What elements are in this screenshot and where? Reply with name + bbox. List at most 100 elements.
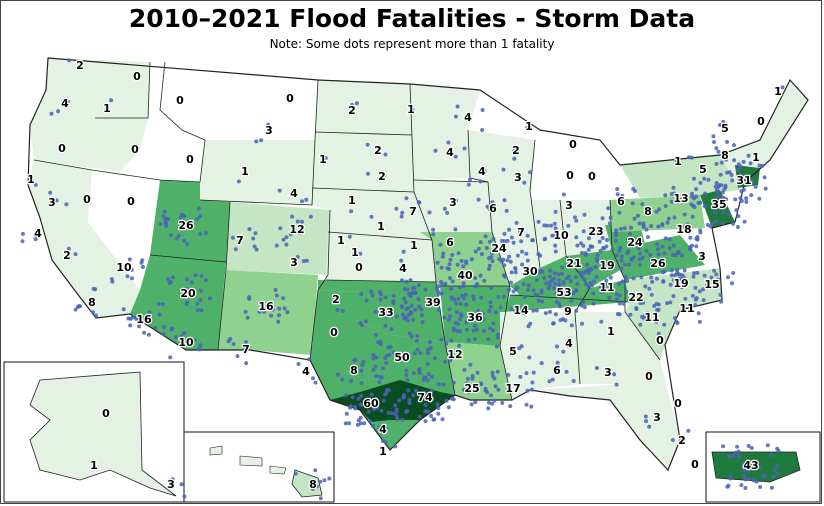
- fatality-dot: [568, 279, 573, 284]
- fatality-dot: [463, 292, 468, 297]
- fatality-dot: [714, 161, 719, 166]
- fatality-dot: [281, 296, 286, 301]
- fatality-dot: [629, 225, 633, 230]
- fatality-count-label: 43: [743, 459, 758, 472]
- fatality-dot: [186, 292, 190, 297]
- fatality-dot: [358, 251, 363, 256]
- fatality-count-label: 0: [569, 138, 577, 151]
- fatality-dot: [182, 494, 187, 499]
- fatality-dot: [322, 478, 327, 483]
- fatality-dot: [438, 242, 443, 247]
- fatality-dot: [444, 341, 449, 346]
- fatality-dot: [382, 173, 387, 178]
- fatality-dot: [185, 287, 189, 292]
- fatality-dot: [591, 291, 596, 296]
- fatality-dot: [738, 173, 743, 178]
- fatality-dot: [402, 286, 407, 291]
- fatality-dot: [129, 267, 134, 272]
- fatality-dot: [674, 319, 679, 324]
- fatality-dot: [476, 197, 481, 202]
- fatality-dot: [67, 58, 71, 63]
- fatality-dot: [507, 287, 511, 292]
- fatality-dot: [448, 257, 453, 262]
- fatality-dot: [486, 400, 491, 405]
- fatality-count-label: 13: [673, 192, 688, 205]
- fatality-count-label: 10: [553, 229, 569, 242]
- fatality-dot: [369, 214, 374, 219]
- fatality-dot: [266, 122, 271, 127]
- fatality-dot: [259, 138, 264, 143]
- fatality-dot: [195, 308, 200, 312]
- fatality-count-label: 74: [417, 391, 433, 404]
- fatality-dot: [495, 332, 500, 337]
- fatality-dot: [372, 407, 376, 412]
- fatality-dot: [422, 391, 427, 396]
- fatality-dot: [742, 219, 747, 224]
- fatality-dot: [763, 186, 768, 191]
- fatality-dot: [230, 235, 235, 240]
- fatality-dot: [462, 146, 467, 151]
- fatality-dot: [409, 311, 413, 316]
- fatality-dot: [472, 337, 477, 341]
- fatality-dot: [521, 282, 526, 287]
- fatality-dot: [314, 484, 319, 489]
- fatality-dot: [582, 305, 587, 310]
- fatality-dot: [480, 108, 485, 112]
- fatality-dot: [638, 322, 643, 327]
- fatality-dot: [673, 316, 677, 320]
- fatality-dot: [718, 123, 722, 127]
- fatality-dot: [474, 327, 479, 332]
- fatality-dot: [724, 157, 729, 162]
- fatality-dot: [736, 449, 741, 454]
- fatality-dot: [411, 317, 416, 322]
- fatality-dot: [273, 288, 278, 292]
- fatality-dot: [731, 271, 736, 275]
- fatality-dot: [407, 398, 412, 402]
- fatality-dot: [400, 264, 405, 269]
- fatality-dot: [244, 361, 249, 366]
- fatality-dot: [505, 258, 510, 263]
- fatality-dot: [48, 190, 53, 195]
- fatality-dot: [743, 175, 748, 180]
- fatality-dot: [680, 197, 685, 202]
- fatality-dot: [78, 304, 82, 309]
- fatality-dot: [600, 236, 605, 240]
- fatality-dot: [364, 298, 369, 303]
- fatality-dot: [499, 259, 504, 264]
- fatality-dot: [612, 372, 617, 377]
- fatality-dot: [517, 229, 522, 234]
- fatality-dot: [702, 273, 707, 278]
- fatality-dot: [501, 294, 506, 299]
- fatality-dot: [359, 381, 364, 385]
- fatality-dot: [465, 273, 470, 278]
- fatality-dot: [356, 396, 361, 401]
- fatality-dot: [591, 301, 596, 306]
- fatality-dot: [512, 156, 517, 161]
- fatality-count-label: 12: [447, 348, 462, 361]
- fatality-count-label: 1: [407, 103, 415, 116]
- fatality-dot: [257, 309, 262, 314]
- fatality-count-label: 2: [348, 104, 356, 117]
- fatality-dot: [581, 243, 586, 248]
- fatality-count-label: 0: [286, 92, 294, 105]
- fatality-dot: [714, 181, 719, 185]
- fatality-dot: [672, 191, 677, 196]
- fatality-dot: [497, 257, 502, 262]
- fatality-dot: [446, 140, 451, 145]
- fatality-count-label: 0: [674, 397, 682, 410]
- fatality-dot: [561, 192, 566, 197]
- fatality-dot: [343, 393, 348, 398]
- fatality-dot: [179, 334, 184, 339]
- fatality-dot: [552, 286, 556, 290]
- fatality-dot: [514, 287, 518, 292]
- fatality-dot: [465, 376, 470, 381]
- fatality-dot: [636, 246, 641, 251]
- fatality-dot: [688, 235, 693, 240]
- fatality-dot: [522, 180, 527, 185]
- fatality-count-label: 40: [457, 269, 473, 282]
- fatality-dot: [454, 301, 459, 306]
- fatality-dot: [494, 344, 499, 349]
- fatality-count-label: 0: [186, 153, 194, 166]
- fatality-dot: [426, 372, 431, 377]
